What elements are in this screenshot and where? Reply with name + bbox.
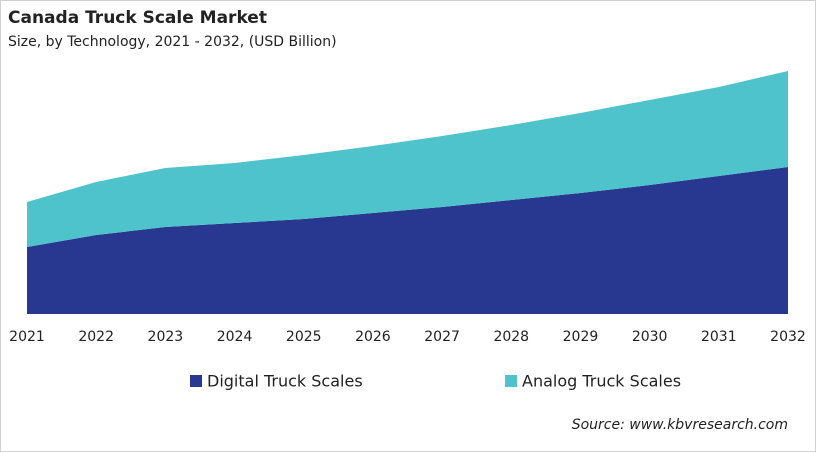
x-tick-label: 2027: [424, 329, 460, 345]
x-tick-label: 2029: [563, 329, 599, 345]
legend-label: Analog Truck Scales: [522, 372, 681, 391]
x-tick-label: 2031: [701, 329, 737, 345]
legend-swatch: [190, 375, 202, 387]
area: [27, 71, 788, 247]
legend-swatch: [505, 375, 517, 387]
chart-title: Canada Truck Scale Market: [8, 8, 267, 28]
x-tick-label: 2024: [217, 329, 253, 345]
legend-label: Digital Truck Scales: [207, 372, 363, 391]
chart-subtitle: Size, by Technology, 2021 - 2032, (USD B…: [8, 34, 337, 50]
x-tick-label: 2032: [770, 329, 806, 345]
area: [27, 167, 788, 314]
x-tick-label: 2025: [286, 329, 322, 345]
x-tick-label: 2028: [493, 329, 529, 345]
source: Source: www.kbvresearch.com: [572, 417, 788, 433]
x-tick-label: 2023: [148, 329, 184, 345]
x-tick-label: 2030: [632, 329, 668, 345]
x-tick-label: 2026: [355, 329, 391, 345]
x-tick-label: 2021: [9, 329, 45, 345]
x-tick-label: 2022: [78, 329, 114, 345]
